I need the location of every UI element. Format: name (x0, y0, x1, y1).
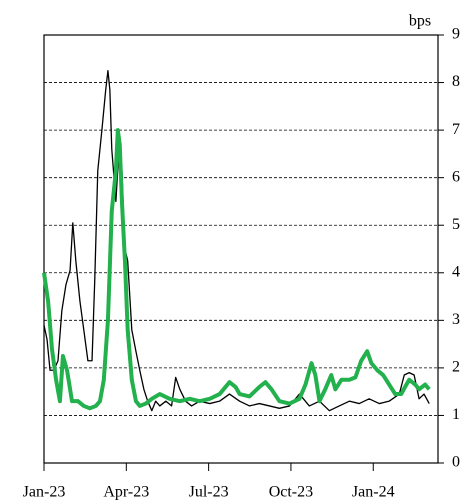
y-tick-label: 4 (452, 263, 460, 280)
x-tick-label: Jan-23 (23, 484, 66, 501)
series-line (43, 70, 430, 412)
y-tick-label: 8 (452, 73, 460, 90)
x-tick-label: Apr-23 (103, 484, 149, 501)
y-tick-label: 5 (452, 216, 460, 233)
unit-label: bps (409, 13, 431, 30)
x-tick-label: Jul-23 (189, 484, 229, 501)
x-tick-label: Oct-23 (269, 484, 313, 501)
series-line (42, 128, 431, 411)
y-tick-label: 0 (452, 454, 460, 471)
y-tick-label: 1 (452, 406, 460, 423)
y-tick-label: 3 (452, 311, 460, 328)
x-tick-label: Jan-24 (352, 484, 395, 501)
y-tick-label: 7 (452, 121, 460, 138)
y-tick-label: 9 (452, 26, 460, 43)
plot-frame (43, 34, 439, 464)
y-tick-label: 6 (452, 168, 460, 185)
y-tick-label: 2 (452, 359, 460, 376)
